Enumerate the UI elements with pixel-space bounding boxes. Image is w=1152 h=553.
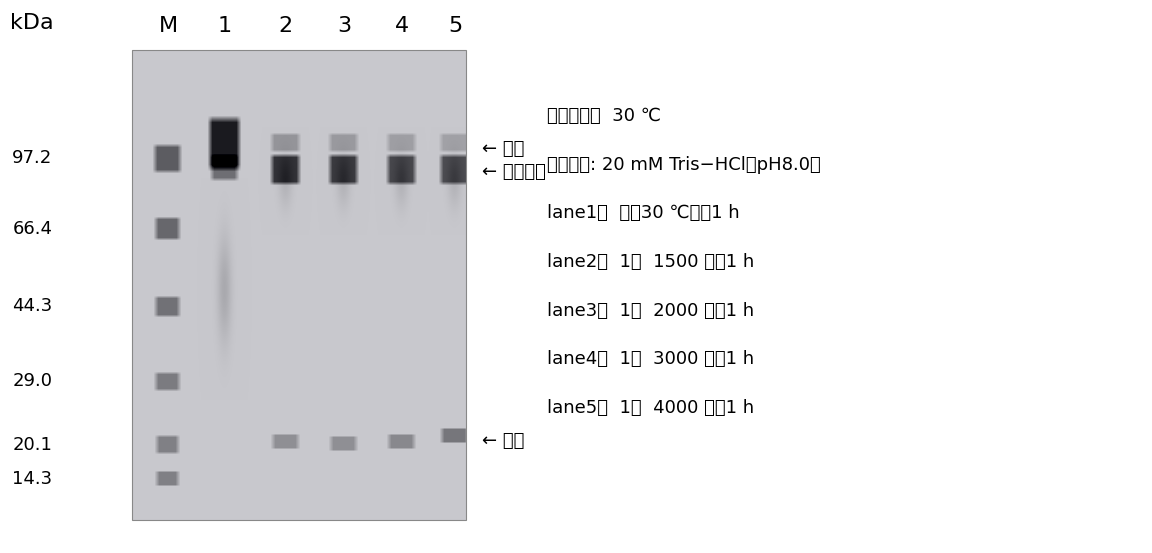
Text: lane5：  1：  4000 酶儇1 h: lane5： 1： 4000 酶儇1 h — [547, 399, 755, 417]
Text: ← 目的蛋白: ← 目的蛋白 — [482, 163, 545, 181]
Text: 14.3: 14.3 — [13, 469, 52, 488]
Text: 3: 3 — [338, 16, 351, 36]
Text: 酶切温度：  30 ℃: 酶切温度： 30 ℃ — [547, 107, 661, 125]
Text: 97.2: 97.2 — [13, 149, 52, 167]
Text: lane2：  1：  1500 酶儇1 h: lane2： 1： 1500 酶儇1 h — [547, 253, 755, 271]
Text: 酶切体系: 20 mM Tris−HCl（pH8.0）: 酶切体系: 20 mM Tris−HCl（pH8.0） — [547, 156, 821, 174]
Text: lane4：  1：  3000 酶儇1 h: lane4： 1： 3000 酶儇1 h — [547, 351, 755, 368]
Text: kDa: kDa — [10, 13, 54, 33]
Text: 29.0: 29.0 — [13, 372, 52, 390]
Bar — [132, 50, 467, 520]
Text: ← 标签: ← 标签 — [482, 432, 524, 450]
Text: 1: 1 — [218, 16, 232, 36]
Text: lane3：  1：  2000 酶儇1 h: lane3： 1： 2000 酶儇1 h — [547, 302, 755, 320]
Text: 66.4: 66.4 — [13, 220, 52, 238]
Text: 4: 4 — [395, 16, 409, 36]
Text: lane1：  底物30 ℃放甖1 h: lane1： 底物30 ℃放甖1 h — [547, 205, 740, 222]
Text: 2: 2 — [279, 16, 293, 36]
Text: M: M — [159, 16, 177, 36]
Text: 5: 5 — [448, 16, 462, 36]
Text: ← 底物: ← 底物 — [482, 140, 524, 158]
Text: 20.1: 20.1 — [13, 436, 52, 454]
Text: 44.3: 44.3 — [13, 297, 52, 315]
